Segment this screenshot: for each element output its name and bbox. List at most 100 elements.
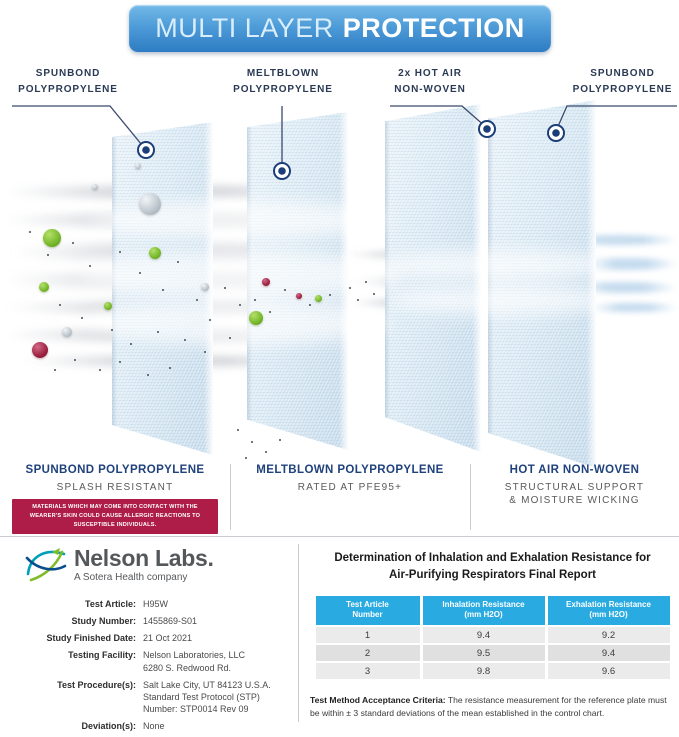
layer-label-hot-air: 2x HOT AIR NON-WOVEN xyxy=(394,68,466,95)
particle-virus-red xyxy=(32,342,48,358)
particle-droplet-gray xyxy=(62,327,72,337)
particle-dust-speck xyxy=(73,358,77,362)
layer-label-spunbond-1: SPUNBOND POLYPROPYLENE xyxy=(18,68,118,95)
airflow-streak xyxy=(560,235,679,245)
caption-meltblown: MELTBLOWN POLYPROPYLENE RATED AT PFE95+ xyxy=(230,464,470,495)
particle-dust-speck xyxy=(236,428,240,432)
leader-line xyxy=(390,105,488,129)
detail-row: Test Article: H95W xyxy=(24,598,292,610)
allergy-warning-box: MATERIALS WHICH MAY COME INTO CONTACT WI… xyxy=(12,499,218,534)
table-body: 1 9.4 9.2 2 9.5 9.4 3 9.8 9.6 xyxy=(315,627,670,680)
particle-dust-speck xyxy=(88,264,92,268)
particle-virus-green xyxy=(149,247,161,259)
detail-label: Deviation(s): xyxy=(81,721,136,732)
report-details: Test Article: H95W Study Number: 1455869-S0… xyxy=(24,598,292,732)
table-header-cell: Inhalation Resistance (mm H2O) xyxy=(422,595,545,626)
caption-spunbond: SPUNBOND POLYPROPYLENE SPLASH RESISTANT … xyxy=(0,464,230,534)
particle-virus-green xyxy=(249,311,263,325)
table-row: 2 9.5 9.4 xyxy=(315,645,670,662)
detail-row: Study Finished Date: 21 Oct 2021 xyxy=(24,632,292,644)
particle-virus-green xyxy=(314,294,322,302)
particle-virus-red xyxy=(296,293,302,299)
particle-dust-speck xyxy=(168,366,172,370)
particle-dust-speck xyxy=(46,253,50,257)
detail-row: Test Procedure(s): Salt Lake City, UT 841… xyxy=(24,679,292,715)
title-banner: MULTI LAYER PROTECTION xyxy=(129,5,551,52)
particle-dust-speck xyxy=(283,288,287,292)
particle-dust-speck xyxy=(208,318,212,322)
particle-dust-speck xyxy=(183,338,187,342)
particle-dust-speck xyxy=(129,342,133,346)
particle-virus-green xyxy=(43,229,61,247)
caption-title: SPUNBOND POLYPROPYLENE xyxy=(25,464,205,476)
detail-label: Study Finished Date: xyxy=(46,633,136,644)
particle-dust-speck xyxy=(250,440,254,444)
particle-dust-speck xyxy=(328,293,332,297)
particle-dust-speck xyxy=(253,298,257,302)
bottom-divider xyxy=(298,544,299,722)
table-header-cell: Exhalation Resistance (mm H2O) xyxy=(547,595,670,626)
airflow-mist xyxy=(80,250,400,300)
table-cell: 9.4 xyxy=(547,645,670,662)
particle-virus-red xyxy=(262,278,270,286)
table-cell: 1 xyxy=(315,627,420,644)
table-row: 1 9.4 9.2 xyxy=(315,627,670,644)
particle-dust-speck xyxy=(71,241,75,245)
particle-droplet-gray xyxy=(139,193,161,215)
particle-dust-speck xyxy=(223,286,227,290)
airflow-streak xyxy=(565,282,679,293)
layer-marker-dots xyxy=(137,120,565,180)
particle-dust-speck xyxy=(372,292,376,296)
particle-dust-speck xyxy=(161,288,165,292)
particle-dust-speck xyxy=(238,303,242,307)
particle-dust-speck xyxy=(53,368,57,372)
table-cell: 3 xyxy=(315,663,420,680)
particle-dust-speck xyxy=(203,350,207,354)
detail-value: Nelson Laboratories, LLC 6280 S. Redwood … xyxy=(143,650,246,673)
lab-info-panel: Nelson Labs. A Sotera Health company Tes… xyxy=(24,545,292,737)
logo-name: Nelson Labs. xyxy=(74,545,214,571)
detail-row: Testing Facility: Nelson Laboratories, LL… xyxy=(24,649,292,673)
caption-subtitle: STRUCTURAL SUPPORT xyxy=(504,482,645,493)
layer-label-meltblown: MELTBLOWN POLYPROPYLENE xyxy=(233,68,333,95)
table-cell: 2 xyxy=(315,645,420,662)
particle-virus-green xyxy=(104,302,112,310)
caption-title: HOT AIR NON-WOVEN xyxy=(509,464,640,476)
particle-dust-speck xyxy=(58,303,62,307)
detail-value: 21 Oct 2021 xyxy=(143,633,193,644)
particle-dust-speck xyxy=(308,303,312,307)
resistance-table: Test Article Number Inhalation Resistance(… xyxy=(313,594,673,682)
particle-dust-speck xyxy=(110,328,114,332)
detail-value: 1455869-S01 xyxy=(143,616,198,627)
logo-tagline: A Sotera Health company xyxy=(74,572,188,584)
particle-virus-green xyxy=(39,282,49,292)
report-panel: Determination of Inhalation and Exhalati… xyxy=(306,550,679,720)
table-cell: 9.5 xyxy=(422,645,545,662)
particle-dust-speck xyxy=(28,230,32,234)
section-divider xyxy=(0,536,679,537)
detail-label: Test Article: xyxy=(84,599,136,609)
particle-dust-speck xyxy=(244,456,248,460)
particle-dust-speck xyxy=(138,271,142,275)
detail-label: Test Procedure(s): xyxy=(57,679,136,690)
particle-droplet-gray xyxy=(92,184,98,190)
table-header-cell: Test Article Number xyxy=(315,595,420,626)
particle-dust-speck xyxy=(176,260,180,264)
particle-dust-speck xyxy=(348,286,352,290)
detail-row: Study Number: 1455869-S01 xyxy=(24,615,292,627)
caption-divider xyxy=(470,464,471,530)
particle-dust-speck xyxy=(156,330,160,334)
acceptance-text: The resistance measurement for the refer… xyxy=(310,695,667,718)
layer-sheet-spunbond-inner xyxy=(488,100,596,468)
table-header-row: Test Article Number Inhalation Resistance(… xyxy=(315,595,670,626)
table-cell: 9.4 xyxy=(422,627,545,644)
airflow-mist xyxy=(390,285,610,315)
caption-subtitle-2: & MOISTURE WICKING xyxy=(509,495,640,506)
detail-label: Testing Facility: xyxy=(68,650,136,661)
particle-dust-speck xyxy=(356,298,360,302)
particle-dust-speck xyxy=(278,438,282,442)
leader-lines-overlay xyxy=(12,105,677,180)
airflow-mist xyxy=(380,250,610,280)
airflow-mist xyxy=(90,300,390,345)
particle-dust-speck xyxy=(118,250,122,254)
